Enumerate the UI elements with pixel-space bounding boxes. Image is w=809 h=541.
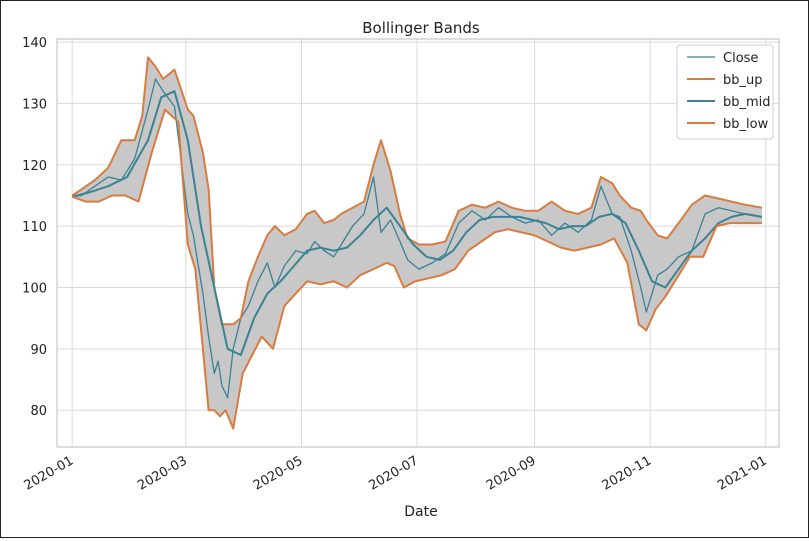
legend-label: bb_low [723, 117, 769, 132]
plot-area-border [56, 38, 780, 448]
x-axis-label: Date [404, 504, 437, 520]
legend-label: bb_up [723, 73, 763, 88]
x-tick-label: 2020-03 [135, 453, 190, 493]
x-tick-label: 2020-07 [367, 453, 422, 493]
legend-box [676, 44, 774, 140]
band-fill-area [72, 57, 762, 429]
y-axis-ticks: 80 90 100 110 120 130 140 [22, 36, 47, 419]
x-tick-label: 2020-09 [484, 453, 539, 493]
x-tick-label: 2020-01 [22, 453, 77, 493]
x-axis-ticks: 2020-01 2020-03 2020-05 2020-07 2020-09 2020-… [22, 453, 770, 493]
x-tick-label: 2020-11 [600, 453, 655, 493]
legend-label: Close [723, 51, 758, 66]
chart-title: Bollinger Bands [362, 19, 480, 37]
y-tick-label: 100 [22, 281, 47, 296]
y-tick-label: 140 [22, 36, 47, 51]
series-lines [71, 56, 763, 430]
legend: Close bb_up bb_mid bb_low [676, 44, 774, 140]
x-tick-label: 2021-01 [715, 453, 770, 493]
series-line-Close [72, 78, 763, 399]
y-tick-label: 130 [22, 97, 47, 112]
series-line-bb-low [71, 108, 762, 430]
series-line-bb-up [71, 56, 763, 326]
y-tick-label: 90 [30, 343, 47, 358]
y-tick-label: 80 [30, 404, 47, 419]
legend-label: bb_mid [723, 95, 771, 110]
y-tick-label: 120 [22, 159, 47, 174]
y-tick-label: 110 [22, 220, 47, 235]
x-tick-label: 2020-05 [251, 453, 306, 493]
series-line-bb-mid [71, 90, 763, 356]
